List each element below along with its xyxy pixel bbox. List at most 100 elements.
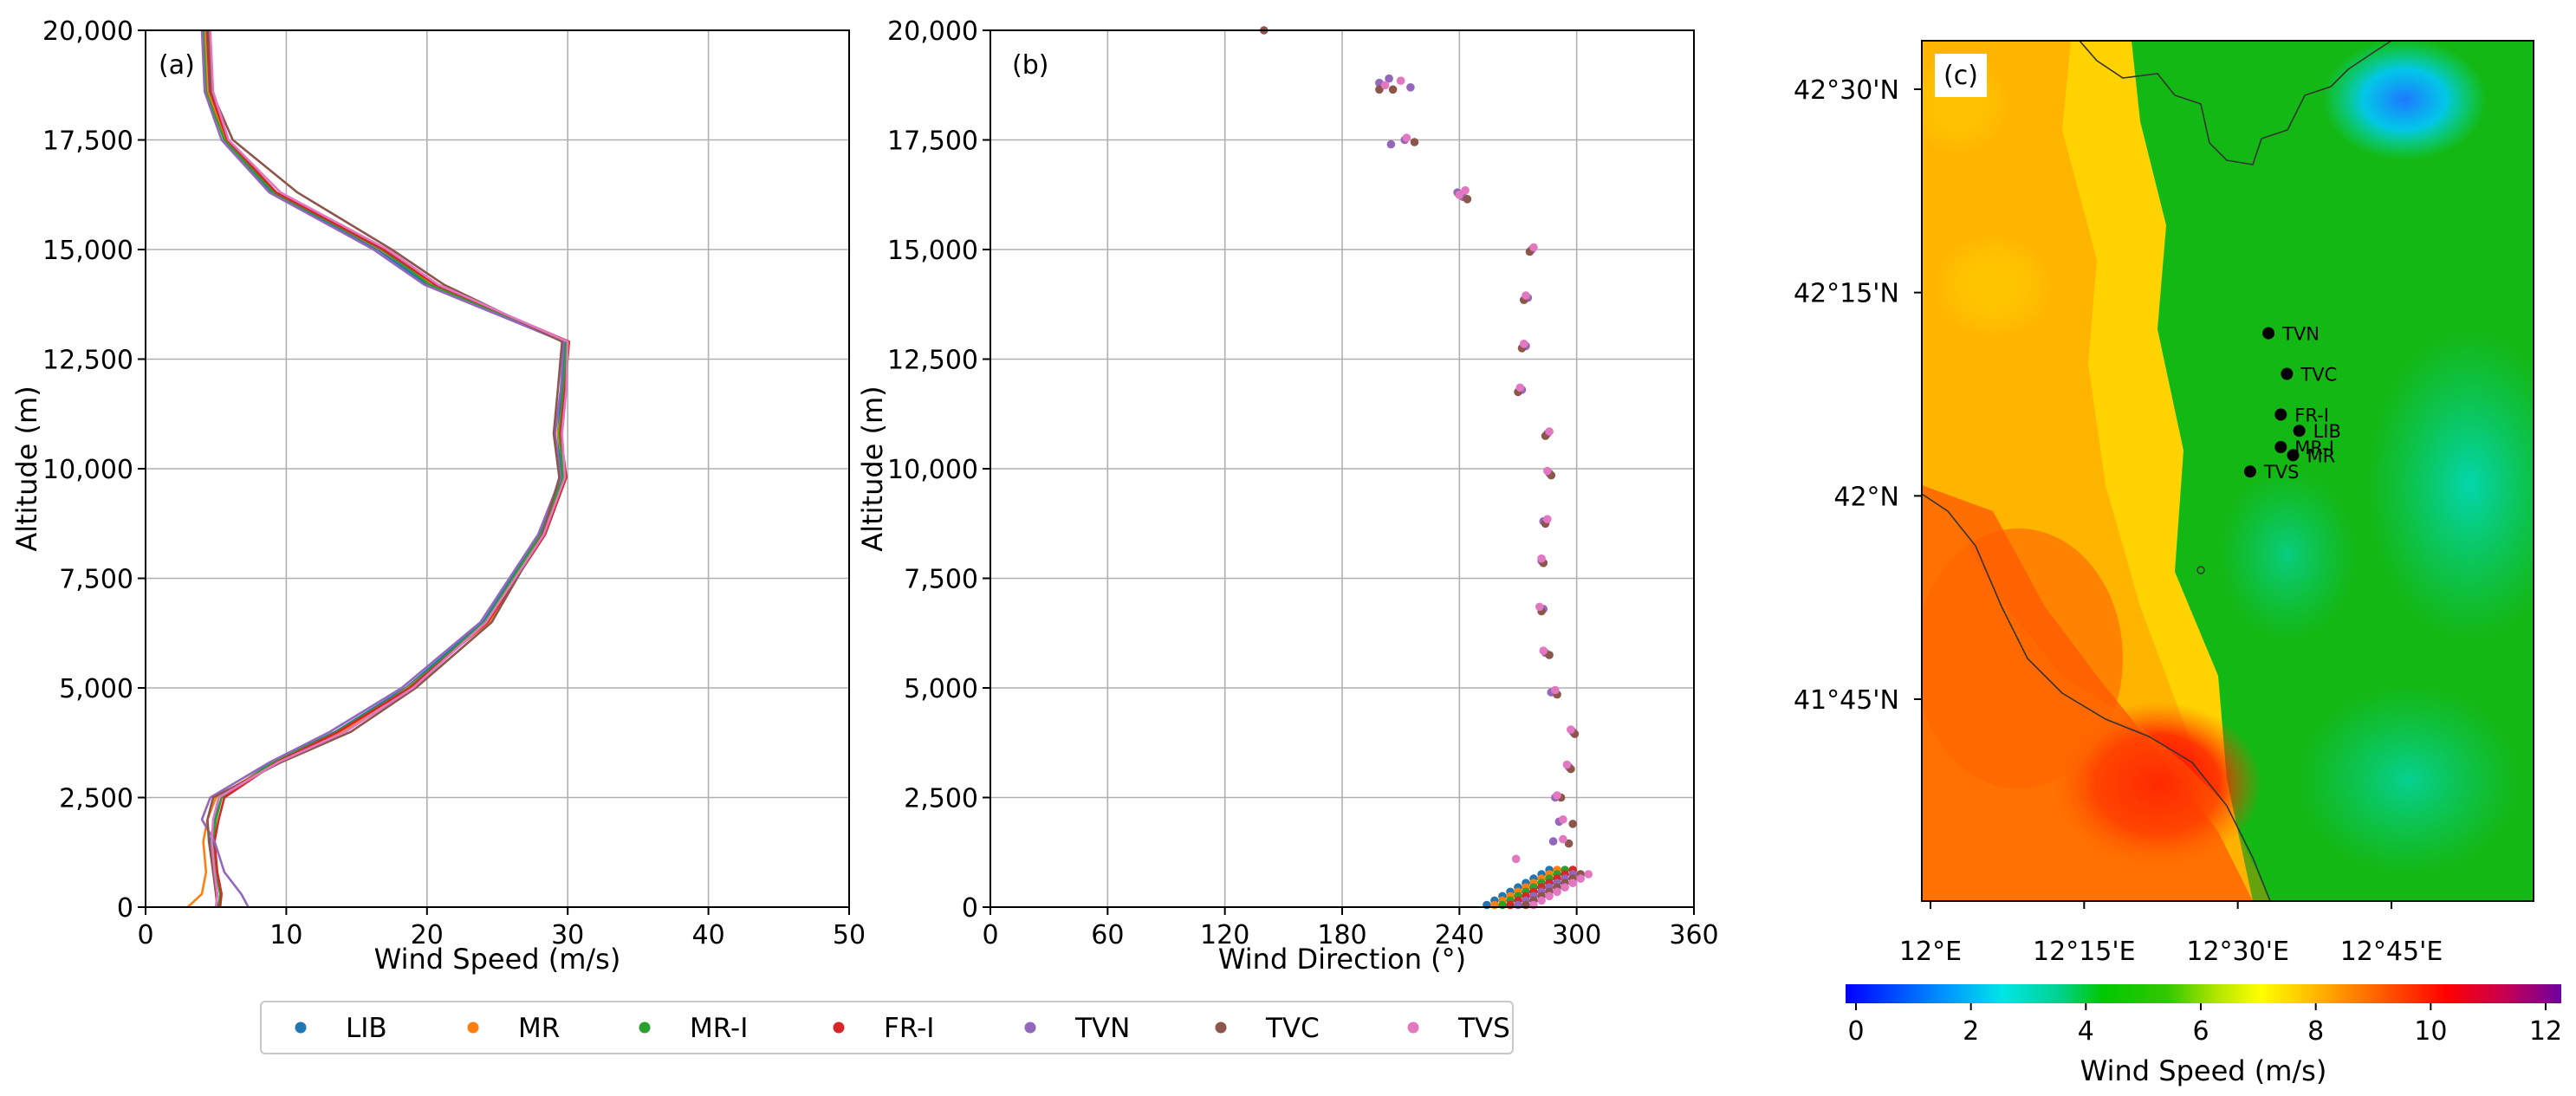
panel-a-wind-speed-profile: (a) 0 10 20 30 40 50 0 2,500 5,000 7,500 10,000 12… xyxy=(10,16,866,976)
point-tvs xyxy=(1559,834,1567,844)
panel-a-x-tick-label: 40 xyxy=(692,920,725,950)
panel-a-x-tick-label: 10 xyxy=(269,920,302,950)
panel-a-y-tick-label: 17,500 xyxy=(42,126,133,157)
point-tvs xyxy=(1567,725,1575,734)
site-marker-tvn xyxy=(2262,327,2275,340)
site-label-tvs: TVS xyxy=(2263,462,2300,483)
map-lat-label: 41°45'N xyxy=(1794,685,1899,716)
panel-b-y-tick-label: 7,500 xyxy=(904,565,978,595)
panel-b-x-tick-label: 180 xyxy=(1317,920,1366,950)
point-tvs xyxy=(1511,854,1521,864)
panel-a-y-tick-label: 2,500 xyxy=(59,784,133,814)
colorbar-tick-labels: 0 2 4 6 8 10 12 xyxy=(1847,1003,2562,1047)
line-series-tvn xyxy=(200,29,565,908)
point-tvs xyxy=(1568,879,1577,887)
site-label-tvn: TVN xyxy=(2281,324,2320,345)
legend-label-mr-i: MR-I xyxy=(690,1013,748,1044)
map-lat-label: 42°30'N xyxy=(1794,75,1899,106)
legend-marker-mr-i xyxy=(639,1021,651,1034)
point-tvc xyxy=(1568,820,1577,828)
point-tvs xyxy=(1561,883,1569,892)
point-tvs xyxy=(1539,646,1548,655)
legend: LIB MR MR-I FR-I TVN TVC TVS xyxy=(260,1001,1514,1054)
legend-marker-tvc xyxy=(1215,1021,1227,1034)
colorbar-tick-label: 8 xyxy=(2307,1016,2324,1047)
point-tvn xyxy=(1386,139,1396,149)
point-tvs xyxy=(1553,887,1561,897)
legend-marker-mr xyxy=(467,1021,479,1034)
panel-a-y-tick-labels: 0 2,500 5,000 7,500 10,000 12,500 15,000 17,500… xyxy=(42,16,133,924)
point-tvn xyxy=(1385,74,1393,83)
legend-marker-tvn xyxy=(1024,1021,1036,1034)
map-lon-label: 12°45'E xyxy=(2340,937,2443,967)
point-tvs xyxy=(1545,892,1554,901)
panel-a-axes-frame xyxy=(145,29,850,908)
colorbar-gradient xyxy=(1846,984,2561,1003)
map-lat-label: 42°15'N xyxy=(1794,279,1899,309)
point-tvc xyxy=(1463,195,1472,204)
point-tvs xyxy=(1380,81,1390,90)
point-tvs xyxy=(1461,185,1470,195)
site-label-fr-i: FR-I xyxy=(2294,405,2329,426)
site-marker-mr-i xyxy=(2274,441,2287,453)
colorbar-label: Wind Speed (m/s) xyxy=(2080,1054,2327,1087)
legend-label-mr: MR xyxy=(518,1013,560,1044)
panel-b-y-axis-label: Altitude (m) xyxy=(856,386,889,551)
map-lon-label: 12°30'E xyxy=(2186,937,2289,967)
colorbar-tick-label: 6 xyxy=(2192,1016,2209,1047)
panel-b-y-tick-label: 2,500 xyxy=(904,784,978,814)
panel-a-x-tick-label: 50 xyxy=(833,920,866,950)
colorbar-tick-label: 10 xyxy=(2414,1016,2447,1047)
map-lat-label: 42°N xyxy=(1833,482,1899,512)
colorbar-tick-label: 12 xyxy=(2529,1016,2562,1047)
panel-b-x-tick-labels: 0 60 120 180 240 300 360 xyxy=(982,920,1718,950)
site-marker-tvs xyxy=(2243,465,2256,478)
panel-b-axes-frame xyxy=(990,29,1695,908)
legend-entries: LIB MR MR-I FR-I TVN TVC TVS xyxy=(295,1013,1510,1044)
map-lon-label: 12°E xyxy=(1899,937,1962,967)
point-tvs xyxy=(1543,466,1552,476)
point-tvs xyxy=(1543,515,1552,523)
site-label-mr: MR xyxy=(2307,445,2336,466)
point-tvc xyxy=(1375,85,1384,94)
map-frame xyxy=(1921,40,2534,902)
point-tvs xyxy=(1396,76,1405,85)
point-tvc xyxy=(1545,651,1554,659)
panel-a-y-tick-label: 15,000 xyxy=(42,236,133,266)
point-tvs xyxy=(1455,191,1464,199)
point-tvs xyxy=(1576,874,1585,883)
site-marker-tvc xyxy=(2281,367,2294,380)
panel-a-y-tick-label: 5,000 xyxy=(59,674,133,704)
panel-b-y-tick-label: 15,000 xyxy=(887,236,978,266)
site-label-tvc: TVC xyxy=(2300,365,2337,386)
panel-b-gridlines xyxy=(983,29,1695,915)
panel-b-x-tick-label: 120 xyxy=(1200,920,1249,950)
coastline xyxy=(1922,493,2271,901)
panel-b-y-tick-label: 17,500 xyxy=(887,126,978,157)
point-tvs xyxy=(1402,133,1411,142)
legend-box xyxy=(260,1001,1514,1054)
panel-b-y-tick-label: 12,500 xyxy=(887,346,978,376)
site-marker-fr-i xyxy=(2274,408,2287,421)
point-tvc xyxy=(1564,839,1574,848)
panel-b-y-tick-label: 0 xyxy=(962,893,978,924)
map-field xyxy=(1922,41,2534,901)
point-tvs xyxy=(1559,815,1567,824)
point-tvs xyxy=(1529,243,1538,252)
colorbar: 0 2 4 6 8 10 12 Wind Speed (m/s) xyxy=(1846,984,2562,1087)
panel-b-x-tick-label: 360 xyxy=(1669,920,1718,950)
panel-a-y-tick-label: 20,000 xyxy=(42,16,133,47)
panel-b-wind-direction-profile: (b) 0 60 120 180 240 300 360 0 2,500 5,000 7,500 1… xyxy=(856,16,1719,976)
panel-a-label: (a) xyxy=(159,50,195,81)
colorbar-tick-label: 4 xyxy=(2078,1016,2094,1047)
panel-b-y-tick-label: 10,000 xyxy=(887,455,978,485)
line-series-tvs xyxy=(209,29,569,908)
line-series-fr-i xyxy=(206,29,571,908)
legend-marker-fr-i xyxy=(833,1021,845,1034)
point-tvs xyxy=(1520,340,1528,348)
panel-a-x-tick-label: 20 xyxy=(411,920,444,950)
panel-b-x-tick-label: 300 xyxy=(1552,920,1601,950)
point-tvs xyxy=(1522,291,1530,300)
